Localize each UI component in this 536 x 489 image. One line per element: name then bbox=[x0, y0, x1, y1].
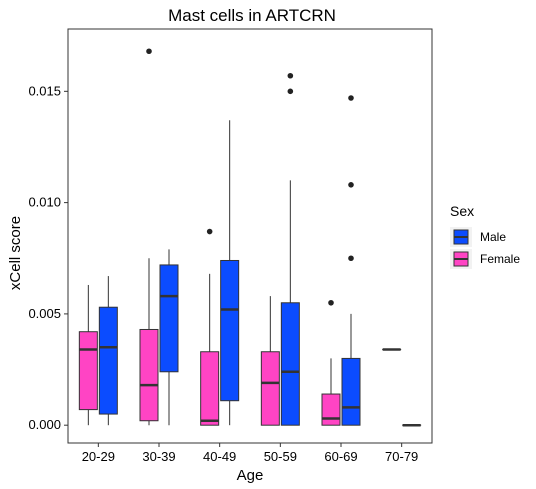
outlier-point bbox=[287, 88, 294, 95]
box-body bbox=[321, 393, 341, 426]
x-axis: 20-29 30-39 40-49 50-59 60-69 70-79 bbox=[82, 443, 418, 464]
legend-label-female: Female bbox=[480, 252, 520, 266]
box-male-40-49 bbox=[220, 120, 240, 426]
x-tick-label: 70-79 bbox=[385, 449, 418, 464]
box-female-30-39 bbox=[139, 48, 159, 426]
y-axis-title: xCell score bbox=[7, 216, 24, 290]
box-body bbox=[280, 302, 300, 426]
x-tick-label: 50-59 bbox=[264, 449, 297, 464]
legend-title: Sex bbox=[450, 203, 474, 219]
box-body bbox=[220, 259, 240, 402]
box-body bbox=[200, 351, 220, 426]
x-tick-label: 40-49 bbox=[203, 449, 236, 464]
y-tick-label: 0.000 bbox=[28, 417, 61, 432]
series-male bbox=[98, 72, 422, 427]
chart-title: Mast cells in ARTCRN bbox=[168, 6, 336, 25]
box-female-60-69 bbox=[321, 299, 341, 426]
box-body bbox=[98, 306, 118, 415]
x-tick-label: 60-69 bbox=[324, 449, 357, 464]
box-body bbox=[159, 264, 179, 373]
legend-key-female bbox=[450, 249, 472, 269]
outlier-point bbox=[348, 182, 354, 188]
box-male-20-29 bbox=[98, 276, 118, 426]
x-tick-label: 20-29 bbox=[82, 449, 115, 464]
outlier-point bbox=[287, 72, 294, 79]
outlier-point bbox=[146, 48, 152, 55]
box-male-60-69 bbox=[341, 95, 361, 426]
y-tick-label: 0.005 bbox=[28, 306, 61, 321]
box-series bbox=[78, 48, 422, 427]
y-tick-label: 0.015 bbox=[28, 83, 61, 98]
box-female-50-59 bbox=[260, 296, 280, 426]
outlier-point bbox=[206, 228, 213, 235]
outlier-point bbox=[328, 299, 334, 306]
box-female-20-29 bbox=[78, 284, 98, 426]
outlier-point bbox=[348, 95, 354, 101]
box-male-50-59 bbox=[280, 72, 300, 426]
series-female bbox=[78, 48, 402, 426]
legend-label-male: Male bbox=[480, 230, 506, 244]
box-female-40-49 bbox=[200, 228, 220, 426]
legend-key-male bbox=[450, 227, 472, 247]
y-tick-label: 0.010 bbox=[28, 195, 61, 210]
box-body bbox=[341, 357, 361, 426]
plot-panel bbox=[67, 28, 433, 444]
x-axis-title: Age bbox=[237, 467, 264, 484]
box-body bbox=[78, 331, 98, 411]
box-body bbox=[260, 351, 280, 426]
y-axis: 0.000 0.005 0.010 0.015 bbox=[28, 83, 68, 432]
outlier-point bbox=[348, 255, 354, 262]
legend: Sex Male Female bbox=[450, 203, 520, 269]
x-tick-label: 30-39 bbox=[142, 449, 175, 464]
box-body bbox=[139, 328, 159, 422]
box-male-30-39 bbox=[159, 249, 179, 426]
